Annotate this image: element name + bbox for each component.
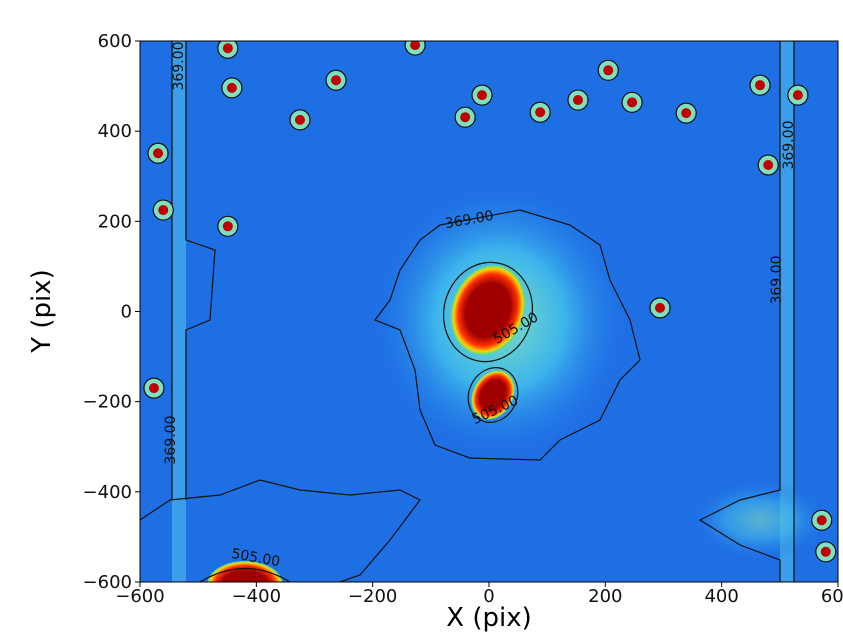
source (535, 107, 546, 118)
y-tick-label: 400 (98, 121, 132, 142)
contour-label: 369.00 (769, 256, 785, 305)
source (477, 90, 488, 101)
source (410, 41, 421, 51)
contour-label: 369.00 (781, 121, 797, 170)
y-tick-label: −400 (83, 482, 132, 503)
source (148, 383, 159, 394)
source (681, 108, 692, 119)
y-tick-label: 200 (98, 211, 132, 232)
contour-label: 369.00 (171, 42, 187, 91)
x-axis-label: X (pix) (446, 603, 531, 633)
x-tick-label: 0 (483, 586, 494, 607)
contour-lines (140, 41, 795, 582)
source (158, 205, 169, 216)
x-tick-label: 200 (588, 586, 622, 607)
x-tick-label: 600 (821, 586, 843, 607)
source (294, 114, 305, 125)
source (763, 159, 774, 170)
source (222, 221, 233, 232)
x-tick-label: 400 (704, 586, 738, 607)
y-tick-label: 600 (98, 31, 132, 52)
source (226, 82, 237, 93)
x-tick-label: −400 (232, 586, 281, 607)
y-axis-label: Y (pix) (27, 269, 57, 354)
source (572, 95, 583, 106)
source (816, 515, 827, 526)
image (140, 41, 838, 582)
source (627, 97, 638, 108)
source (460, 112, 471, 123)
source (222, 43, 233, 54)
source (792, 90, 803, 101)
source (331, 75, 342, 86)
contour-label: 369.00 (163, 416, 179, 465)
y-tick-label: 0 (121, 302, 132, 323)
source (603, 65, 614, 76)
y-tick-label: −600 (83, 572, 132, 593)
y-tick-label: −200 (83, 392, 132, 413)
source (755, 80, 766, 91)
source (153, 148, 164, 159)
source (820, 546, 831, 557)
x-tick-label: −200 (348, 586, 397, 607)
x-tick-label: −600 (115, 586, 164, 607)
source (655, 302, 666, 313)
